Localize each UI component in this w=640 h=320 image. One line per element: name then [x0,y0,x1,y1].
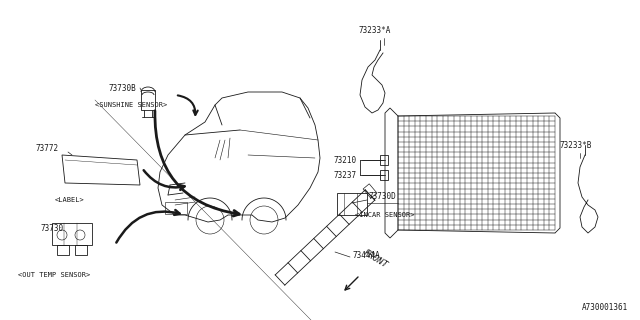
Text: 73772: 73772 [35,143,58,153]
Bar [52,223,92,245]
Text: <OUT TEMP SENSOR>: <OUT TEMP SENSOR> [18,272,90,278]
Bar [165,202,187,214]
Bar [75,245,87,255]
Text: 73210: 73210 [333,156,356,164]
Bar [380,170,388,180]
Text: <SUNSHINE SENSOR>: <SUNSHINE SENSOR> [95,102,167,108]
Text: 73730B: 73730B [108,84,136,92]
Text: 73237: 73237 [333,171,356,180]
Text: <LABEL>: <LABEL> [55,197,84,203]
Text: 73233*A: 73233*A [358,26,390,35]
Text: 73233*B: 73233*B [560,140,593,149]
Text: A730001361: A730001361 [582,303,628,312]
Text: 73730D: 73730D [368,191,396,201]
Text: 73444A: 73444A [352,251,380,260]
Bar [363,184,377,198]
Bar [57,245,69,255]
Text: FRONT: FRONT [362,248,390,270]
Bar [337,193,367,215]
Text: <INCAR SENSOR>: <INCAR SENSOR> [355,212,415,218]
Bar [141,90,155,110]
Bar [380,155,388,165]
Text: 73730: 73730 [40,223,63,233]
